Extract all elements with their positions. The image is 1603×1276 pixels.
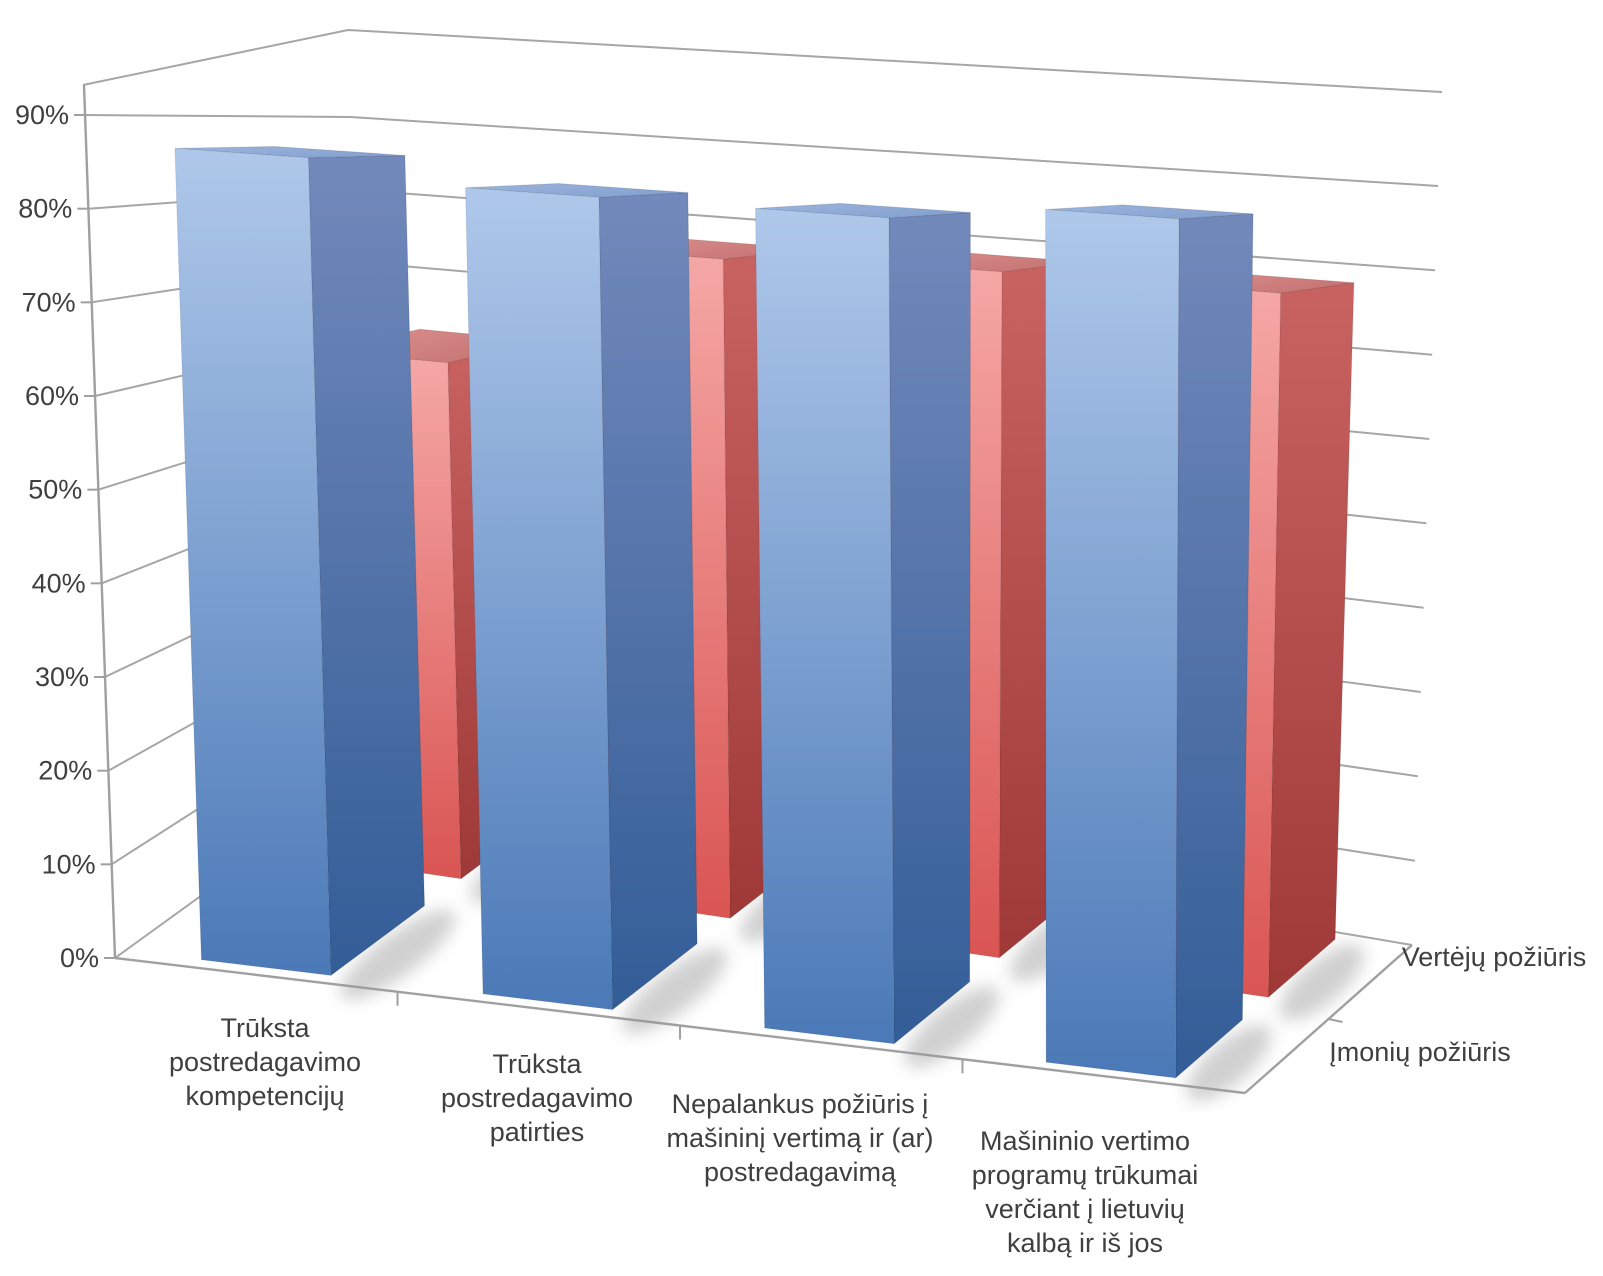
bar-s0-cat2 [754,202,971,1045]
bar-side-face [1175,213,1254,1080]
bars-front-row [174,145,1254,1080]
bar-shadow-s0-c2 [904,986,1000,1068]
bar-front-face [464,187,614,1011]
y-axis-label-6: 60% [25,381,79,411]
category-label-0-line-0: Trūksta [220,1013,310,1043]
bar-front-face [1044,208,1180,1079]
wall-top-edge [82,28,1443,93]
bar-shadow-s0-c1 [622,947,728,1034]
bar-side-face [888,211,971,1045]
category-label-0-line-2: kompetencijų [185,1081,344,1111]
bar-s0-cat1 [464,182,698,1011]
y-axis-label-5: 50% [28,475,82,505]
gridline-90% [84,114,1439,187]
category-label-1-line-1: postredagavimo [441,1083,633,1113]
category-label-3-line-3: kalbą ir iš jos [1007,1228,1163,1258]
y-axis-label-0: 0% [60,943,99,973]
category-label-0: Trūksta postredagavimo kompetencijų [169,1013,361,1111]
series-label-0: Įmonių požiūris [1329,1037,1511,1067]
bar-s0-cat0 [174,145,426,977]
bar-shadow-s1-c3 [1279,943,1365,1021]
category-label-2: Nepalankus požiūris į mašininį vertimą ir… [666,1089,933,1187]
bar-top-face [465,182,688,198]
y-axis-label-8: 80% [18,194,72,224]
y-axis-label-1: 10% [42,849,96,879]
category-label-0-line-1: postredagavimo [169,1047,361,1077]
category-label-2-line-1: mašininį vertimą ir (ar) [666,1123,933,1153]
category-label-3-line-2: verčiant į lietuvių [985,1194,1185,1224]
axes [74,84,1413,1095]
series-label-1: Vertėjų požiūris [1402,942,1587,972]
category-label-3-line-1: programų trūkumai [972,1160,1199,1190]
category-label-3-line-0: Mašininio vertimo [980,1126,1190,1156]
y-axis-label-7: 70% [22,287,76,317]
category-label-3: Mašininio vertimo programų trūkumai verčia… [972,1126,1199,1258]
bar-side-face [598,192,698,1011]
y-axis-line [82,84,117,959]
category-label-2-line-2: postredagavimą [704,1157,897,1187]
labels: 0% 10% 20% 30% 40% 50% 60% 70% 80% 90% Trūksta post… [15,100,1586,1258]
category-label-1-line-0: Trūksta [492,1049,582,1079]
bar-s0-cat3 [1044,204,1254,1080]
category-label-1: Trūksta postredagavimo patirties [441,1049,633,1147]
bar-side-face [1267,282,1355,999]
bar-front-face [174,147,332,976]
bar-shadow-s0-c0 [340,909,456,1000]
category-label-2-line-0: Nepalankus požiūris į [672,1089,929,1119]
y-axis-label-2: 20% [38,756,92,786]
bar-shadow-s0-c3 [1186,1024,1272,1102]
category-label-1-line-2: patirties [490,1117,585,1147]
y-axis-label-4: 40% [32,568,86,598]
depth-axis-tick [1328,1018,1343,1023]
bar-front-face [754,207,895,1045]
y-axis-label-3: 30% [35,662,89,692]
y-axis-label-9: 90% [15,100,69,130]
